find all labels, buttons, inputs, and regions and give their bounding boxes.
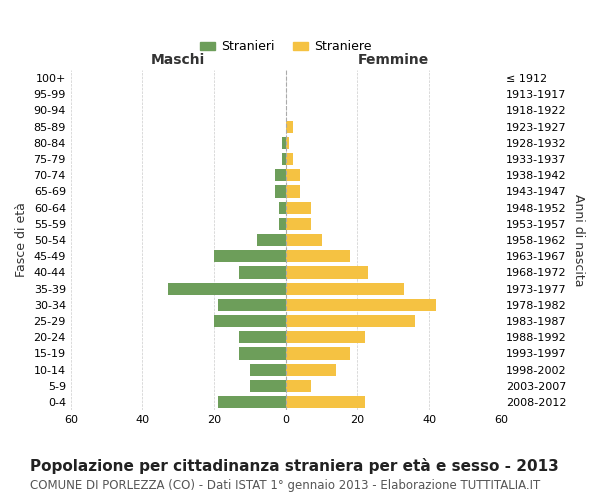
Bar — [275, 186, 286, 198]
Bar — [239, 266, 286, 278]
Text: Maschi: Maschi — [151, 52, 205, 66]
Bar — [257, 234, 286, 246]
Bar — [278, 202, 286, 213]
Bar — [286, 120, 293, 132]
Bar — [286, 202, 311, 213]
Text: Popolazione per cittadinanza straniera per età e sesso - 2013: Popolazione per cittadinanza straniera p… — [30, 458, 559, 473]
Bar — [218, 396, 286, 408]
Bar — [286, 266, 368, 278]
Bar — [286, 299, 436, 311]
Bar — [286, 218, 311, 230]
Bar — [286, 380, 311, 392]
Bar — [214, 315, 286, 327]
Bar — [239, 331, 286, 344]
Bar — [167, 282, 286, 294]
Bar — [286, 250, 350, 262]
Bar — [282, 137, 286, 149]
Bar — [286, 137, 289, 149]
Bar — [286, 169, 300, 181]
Text: COMUNE DI PORLEZZA (CO) - Dati ISTAT 1° gennaio 2013 - Elaborazione TUTTITALIA.I: COMUNE DI PORLEZZA (CO) - Dati ISTAT 1° … — [30, 479, 540, 492]
Bar — [214, 250, 286, 262]
Bar — [286, 348, 350, 360]
Bar — [286, 153, 293, 165]
Bar — [286, 234, 322, 246]
Bar — [239, 348, 286, 360]
Bar — [286, 315, 415, 327]
Legend: Stranieri, Straniere: Stranieri, Straniere — [194, 36, 377, 59]
Bar — [250, 364, 286, 376]
Y-axis label: Anni di nascita: Anni di nascita — [572, 194, 585, 286]
Bar — [218, 299, 286, 311]
Bar — [286, 186, 300, 198]
Bar — [286, 364, 336, 376]
Bar — [278, 218, 286, 230]
Bar — [286, 396, 365, 408]
Bar — [286, 282, 404, 294]
Bar — [275, 169, 286, 181]
Y-axis label: Fasce di età: Fasce di età — [15, 202, 28, 278]
Bar — [286, 331, 365, 344]
Text: Femmine: Femmine — [358, 52, 429, 66]
Bar — [250, 380, 286, 392]
Bar — [282, 153, 286, 165]
